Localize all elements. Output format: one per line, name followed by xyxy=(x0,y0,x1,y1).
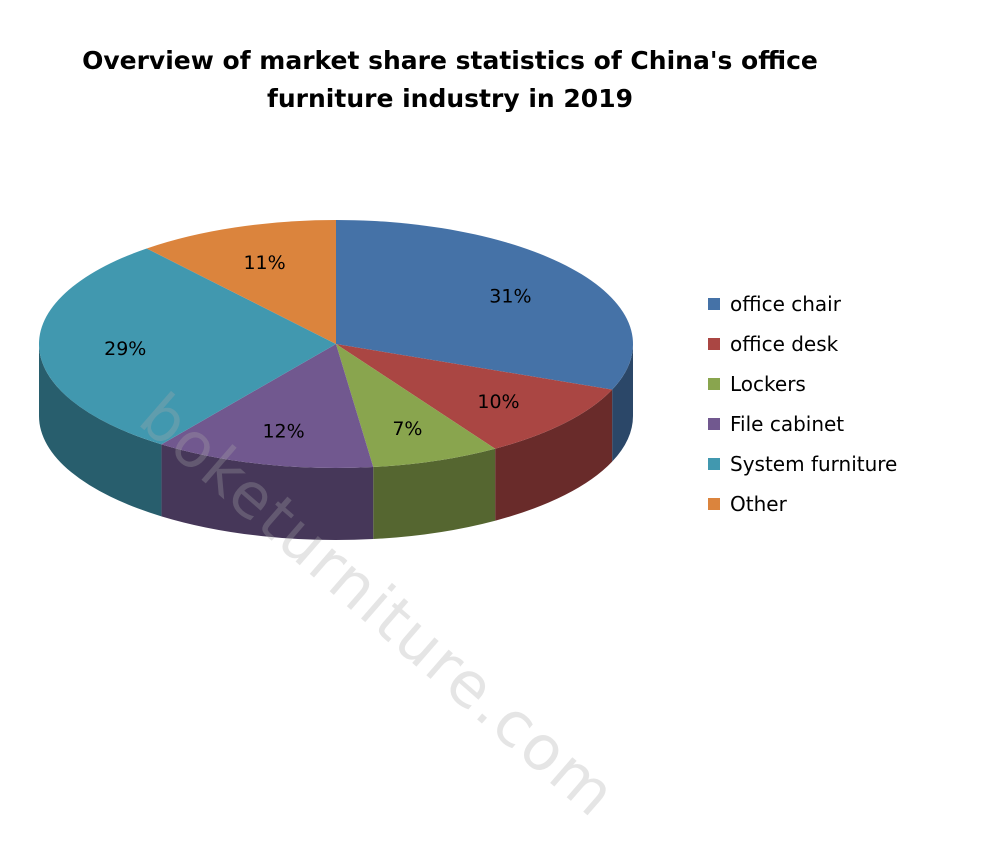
pie-side-file-cabinet xyxy=(161,444,374,540)
chart-title: Overview of market share statistics of C… xyxy=(0,42,900,118)
legend-item-lockers: Lockers xyxy=(708,364,897,404)
pie-side-system-furniture xyxy=(38,344,162,517)
legend-swatch xyxy=(708,458,720,470)
data-label-office-desk: 10% xyxy=(477,391,519,413)
chart-title-line-2: furniture industry in 2019 xyxy=(267,84,633,113)
legend-item-office-chair: office chair xyxy=(708,284,897,324)
legend-swatch xyxy=(708,338,720,350)
legend-label: File cabinet xyxy=(730,412,845,436)
pie-tops xyxy=(38,220,633,468)
pie-slice-other xyxy=(146,220,336,344)
pie-side-office-desk xyxy=(495,389,613,521)
pie-sides xyxy=(38,344,633,540)
legend-label: Other xyxy=(730,492,787,516)
pie-slice-office-chair xyxy=(336,220,633,390)
pie-slice-system-furniture xyxy=(38,248,336,445)
chart-title-line-1: Overview of market share statistics of C… xyxy=(82,46,818,75)
data-label-file-cabinet: 12% xyxy=(262,420,304,442)
legend-label: office desk xyxy=(730,332,839,356)
pie-side-lockers xyxy=(373,448,496,540)
data-label-lockers: 7% xyxy=(392,418,422,440)
legend-swatch xyxy=(708,298,720,310)
legend-item-system-furniture: System furniture xyxy=(708,444,897,484)
legend-item-office-desk: office desk xyxy=(708,324,897,364)
data-label-office-chair: 31% xyxy=(489,286,531,308)
pie-slice-lockers xyxy=(336,344,496,468)
legend-item-other: Other xyxy=(708,484,897,524)
chart-legend: office chair office desk Lockers File cabin… xyxy=(708,284,897,524)
pie-slice-file-cabinet xyxy=(161,344,374,468)
pie-slice-office-desk xyxy=(336,344,613,449)
legend-label: Lockers xyxy=(730,372,806,396)
legend-label: office chair xyxy=(730,292,841,316)
legend-label: System furniture xyxy=(730,452,898,476)
pie-data-labels: 31% 10% 7% 12% 29% 11% xyxy=(104,252,531,442)
data-label-other: 11% xyxy=(243,252,285,274)
data-label-system-furniture: 29% xyxy=(104,338,146,360)
pie-chart: 31% 10% 7% 12% 29% 11% xyxy=(38,220,633,540)
pie-side-office-chair xyxy=(612,344,633,462)
legend-swatch xyxy=(708,378,720,390)
legend-swatch xyxy=(708,498,720,510)
legend-item-file-cabinet: File cabinet xyxy=(708,404,897,444)
legend-swatch xyxy=(708,418,720,430)
